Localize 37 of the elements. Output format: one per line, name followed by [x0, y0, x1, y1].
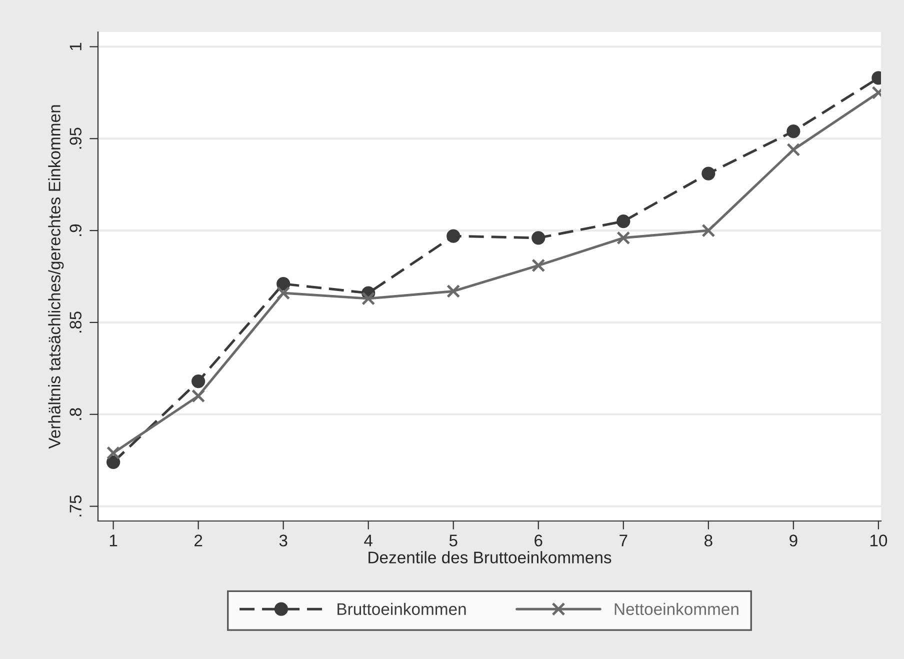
- point: [616, 214, 630, 228]
- point: [106, 446, 120, 460]
- x-tick-label: 10: [870, 534, 888, 546]
- x-tick-label: 6: [534, 534, 542, 546]
- point: [786, 124, 800, 138]
- x-tick-label: 2: [194, 534, 202, 546]
- point: [276, 277, 290, 291]
- x-tick-label: 9: [790, 534, 798, 546]
- y-tick-label: .8: [70, 408, 82, 420]
- point: [192, 389, 206, 403]
- y-tick-label: 1: [70, 42, 82, 50]
- point: [616, 231, 630, 245]
- point: [532, 258, 546, 272]
- text: Bruttoeinkommen: [338, 602, 466, 616]
- y-tick-label: .95: [70, 128, 82, 149]
- y-axis-title: Verhältnis tatsächliches/gerechtes Einkommen: [48, 105, 64, 449]
- x-tick-label: 5: [449, 534, 458, 546]
- y-tick-label: .85: [70, 312, 82, 333]
- x-axis-title: Dezentile des Bruttoeinkommens: [368, 551, 612, 564]
- point: [702, 224, 716, 238]
- y-tick-label: .9: [70, 224, 82, 236]
- text: Nettoeinkommen: [614, 602, 738, 616]
- point: [276, 286, 290, 300]
- point: [106, 455, 120, 469]
- x-tick-label: 8: [704, 534, 712, 546]
- point: [446, 229, 460, 243]
- point: [702, 166, 716, 180]
- x-tick-label: 3: [279, 534, 288, 546]
- x-tick-label: 4: [364, 534, 372, 546]
- point: [446, 284, 460, 298]
- point: [192, 374, 206, 388]
- point: [786, 142, 800, 156]
- point: [532, 231, 546, 245]
- point: [362, 292, 376, 306]
- x-tick-label: 1: [110, 534, 118, 546]
- x-tick-label: 7: [620, 534, 628, 546]
- y-tick-label: .75: [70, 495, 82, 516]
